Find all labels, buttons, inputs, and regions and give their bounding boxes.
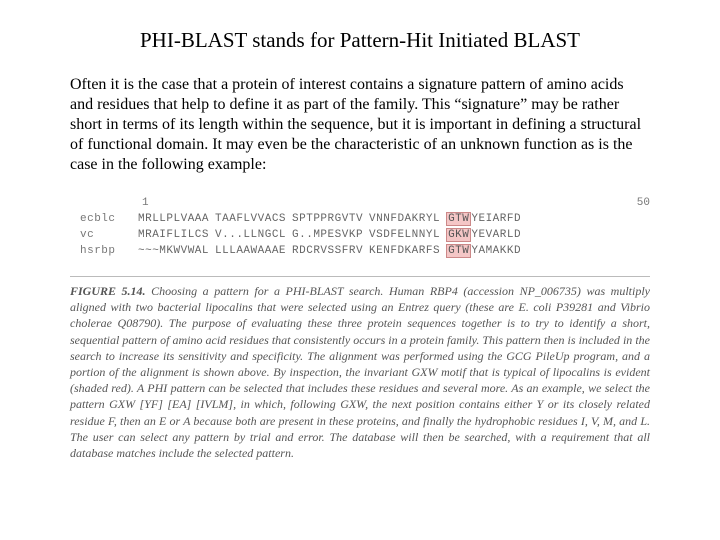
sequence-block: YEIARFD	[471, 213, 521, 225]
sequence-block: YEVARLD	[471, 229, 521, 241]
sequence-block: YAMAKKD	[471, 245, 521, 257]
motif-highlight: GKW	[446, 228, 471, 242]
alignment-row: ecblcMRLLPLVAAATAAFLVVACSSPTPPRGVTVVNNFD…	[80, 212, 650, 226]
page-root: PHI-BLAST stands for Pattern-Hit Initiat…	[0, 0, 720, 481]
sequence-block: SPTPPRGVTV	[292, 213, 369, 225]
sequence-label: vc	[80, 229, 138, 241]
alignment-row: hsrbp~~~MKWVWALLLLAAWAAAERDCRVSSFRVKENFD…	[80, 244, 650, 258]
sequence-block: MRAIFLILCS	[138, 229, 215, 241]
sequence-block: KENFDKARFS	[369, 245, 446, 257]
ruler-end: 50	[637, 197, 650, 209]
sequence-block: RDCRVSSFRV	[292, 245, 369, 257]
sequence-block: G..MPESVKP	[292, 229, 369, 241]
sequence-block: MRLLPLVAAA	[138, 213, 215, 225]
sequence-label: ecblc	[80, 213, 138, 225]
alignment-row: vcMRAIFLILCSV...LLNGCLG..MPESVKPVSDFELNN…	[80, 228, 650, 242]
figure-caption-block: FIGURE 5.14. Choosing a pattern for a PH…	[70, 276, 650, 461]
body-paragraph: Often it is the case that a protein of i…	[70, 75, 650, 175]
sequence-label: hsrbp	[80, 245, 138, 257]
figure-label: FIGURE 5.14.	[70, 284, 146, 298]
figure-caption: FIGURE 5.14. Choosing a pattern for a PH…	[70, 283, 650, 461]
sequence-block: ~~~MKWVWAL	[138, 245, 215, 257]
sequence-block: V...LLNGCL	[215, 229, 292, 241]
sequence-block: VSDFELNNYL	[369, 229, 446, 241]
motif-highlight: GTW	[446, 212, 471, 226]
sequence-block: LLLAAWAAAE	[215, 245, 292, 257]
sequence-block: VNNFDAKRYL	[369, 213, 446, 225]
alignment-figure: 1 50 ecblcMRLLPLVAAATAAFLVVACSSPTPPRGVTV…	[70, 193, 650, 266]
alignment-ruler: 1 50	[142, 197, 650, 209]
ruler-start: 1	[142, 197, 150, 209]
sequence-block: TAAFLVVACS	[215, 213, 292, 225]
figure-caption-text: Choosing a pattern for a PHI-BLAST searc…	[70, 284, 650, 460]
alignment-rows: ecblcMRLLPLVAAATAAFLVVACSSPTPPRGVTVVNNFD…	[80, 212, 650, 258]
motif-highlight: GTW	[446, 244, 471, 258]
page-title: PHI-BLAST stands for Pattern-Hit Initiat…	[70, 28, 650, 53]
